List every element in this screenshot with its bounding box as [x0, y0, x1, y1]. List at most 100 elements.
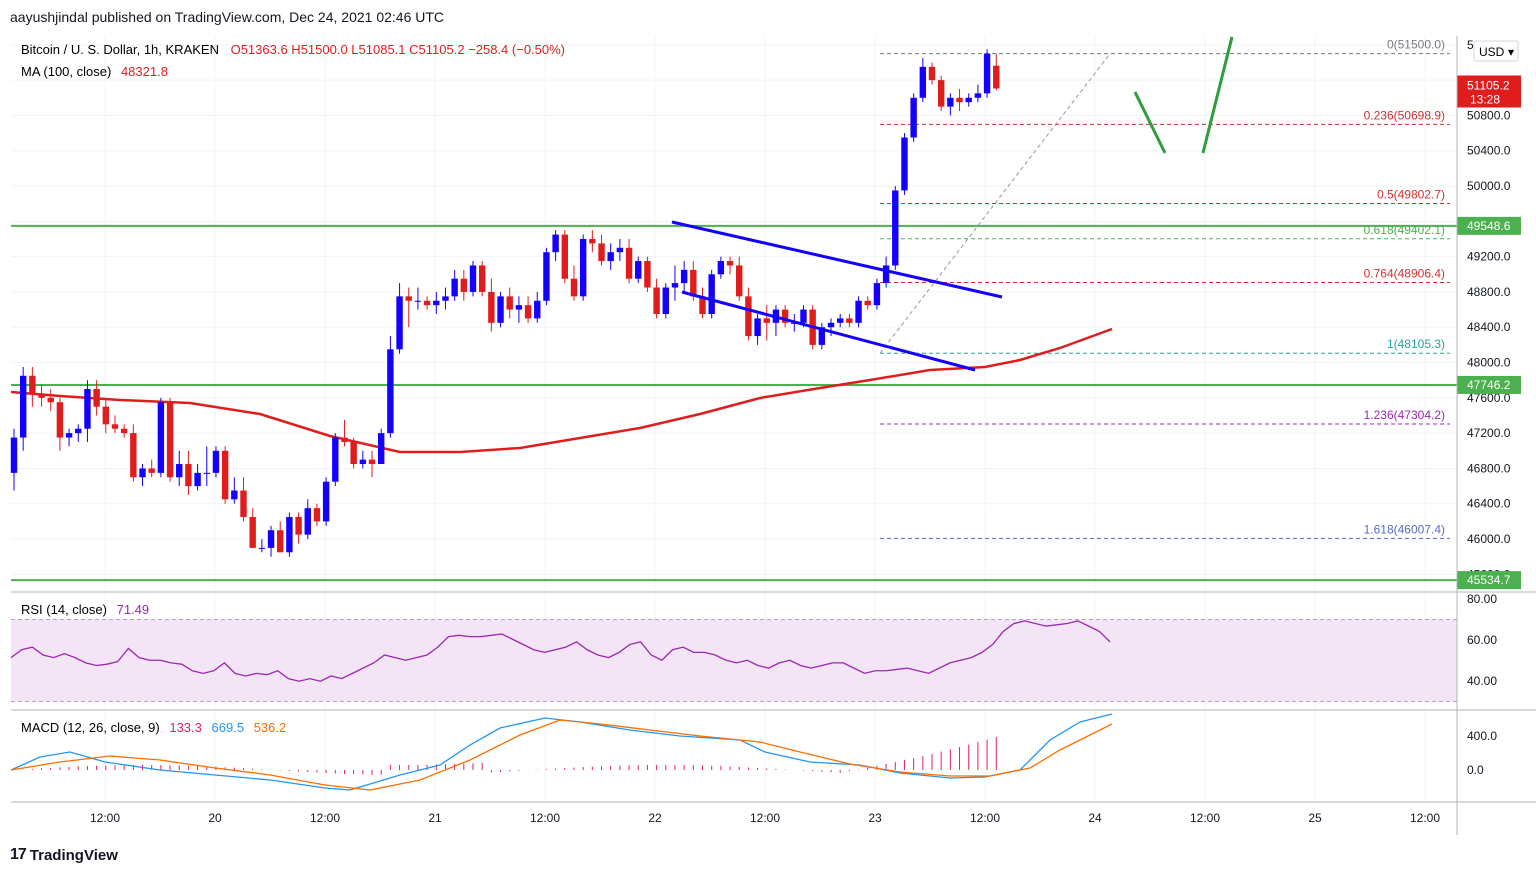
candle-body[interactable] — [892, 190, 899, 266]
candle-body[interactable] — [901, 137, 908, 191]
candle-body[interactable] — [993, 65, 1000, 89]
candle-body[interactable] — [102, 406, 109, 425]
candle-body[interactable] — [295, 516, 302, 535]
candle-body[interactable] — [497, 296, 504, 323]
channel-lower-line[interactable] — [681, 290, 976, 372]
candle-body[interactable] — [405, 296, 412, 301]
candle-body[interactable] — [433, 300, 440, 306]
channel-upper-line[interactable] — [671, 220, 1003, 299]
candle-body[interactable] — [56, 402, 64, 438]
candle-body[interactable] — [607, 252, 614, 262]
rsi-legend[interactable]: RSI (14, close) 71.49 — [21, 602, 149, 617]
candle-body[interactable] — [699, 296, 706, 314]
candle-body[interactable] — [359, 459, 367, 465]
candle-body[interactable] — [157, 402, 165, 473]
candle-body[interactable] — [644, 261, 651, 288]
candle-body[interactable] — [864, 300, 871, 306]
candle-body[interactable] — [350, 441, 357, 465]
candle-body[interactable] — [469, 265, 477, 292]
candle-body[interactable] — [166, 402, 174, 478]
candle-body[interactable] — [75, 428, 82, 434]
candle-body[interactable] — [460, 278, 468, 292]
candle-body[interactable] — [387, 349, 394, 434]
candle-body[interactable] — [378, 433, 385, 465]
candle-body[interactable] — [304, 508, 311, 535]
candle-body[interactable] — [231, 490, 238, 500]
ma100-line[interactable] — [10, 327, 1113, 454]
candle-body[interactable] — [589, 238, 596, 244]
candle-body[interactable] — [506, 296, 513, 310]
candle-body[interactable] — [726, 261, 734, 266]
candle-body[interactable] — [827, 322, 835, 328]
candle-body[interactable] — [148, 468, 155, 473]
footer-brand[interactable]: 17 TradingView — [10, 846, 118, 864]
candle-body[interactable] — [277, 530, 284, 553]
candle-body[interactable] — [956, 97, 963, 103]
candle-body[interactable] — [84, 389, 91, 429]
candle-body[interactable] — [120, 428, 128, 434]
candle-body[interactable] — [19, 375, 27, 438]
candle-body[interactable] — [671, 283, 679, 288]
candle-body[interactable] — [974, 93, 982, 98]
candle-body[interactable] — [616, 247, 624, 253]
candle-body[interactable] — [818, 327, 826, 345]
candle-body[interactable] — [690, 269, 697, 297]
candle-body[interactable] — [736, 265, 743, 297]
candle-body[interactable] — [38, 393, 45, 398]
candle-body[interactable] — [423, 300, 431, 306]
candle-body[interactable] — [763, 318, 770, 323]
candle-body[interactable] — [267, 530, 275, 548]
candle-body[interactable] — [488, 291, 495, 323]
candle-body[interactable] — [313, 508, 321, 522]
candle-body[interactable] — [717, 261, 725, 275]
candle-body[interactable] — [928, 66, 936, 81]
price-panel[interactable] — [11, 36, 1457, 592]
candle-body[interactable] — [29, 375, 36, 394]
candle-body[interactable] — [552, 234, 559, 253]
candle-body[interactable] — [570, 278, 578, 297]
candle-body[interactable] — [947, 97, 954, 107]
candle-body[interactable] — [451, 278, 458, 297]
macd-signal-line[interactable] — [10, 719, 1113, 791]
candle-body[interactable] — [249, 516, 256, 548]
candle-body[interactable] — [598, 243, 605, 262]
candle-body[interactable] — [130, 433, 137, 478]
symbol-legend[interactable]: Bitcoin / U. S. Dollar, 1h, KRAKEN O5136… — [21, 42, 565, 57]
candle-body[interactable] — [919, 66, 927, 98]
candle-body[interactable] — [937, 80, 945, 107]
candle-body[interactable] — [203, 472, 210, 474]
candle-body[interactable] — [579, 238, 587, 297]
candle-body[interactable] — [515, 305, 523, 310]
candle-body[interactable] — [139, 468, 146, 478]
candle-body[interactable] — [534, 300, 541, 319]
rsi-line[interactable] — [10, 620, 1111, 682]
candle-body[interactable] — [625, 247, 633, 279]
candle-body[interactable] — [882, 265, 890, 284]
candle-body[interactable] — [543, 252, 550, 301]
candle-body[interactable] — [258, 547, 266, 549]
ma-legend[interactable]: MA (100, close) 48321.8 — [21, 64, 168, 79]
candle-body[interactable] — [93, 389, 100, 407]
candle-body[interactable] — [965, 97, 972, 103]
candle-body[interactable] — [478, 265, 486, 292]
candle-body[interactable] — [781, 309, 789, 323]
candle-body[interactable] — [754, 318, 761, 337]
candle-body[interactable] — [286, 516, 293, 553]
candle-body[interactable] — [561, 234, 568, 279]
candle-body[interactable] — [635, 261, 642, 279]
candle-body[interactable] — [240, 490, 247, 517]
projection-down-line[interactable] — [1133, 91, 1167, 154]
candle-body[interactable] — [221, 450, 229, 500]
candle-body[interactable] — [680, 269, 688, 284]
currency-menu-icon[interactable]: ▾ — [1508, 45, 1514, 59]
candle-body[interactable] — [745, 296, 752, 337]
candle-body[interactable] — [837, 318, 844, 323]
candle-body[interactable] — [341, 437, 348, 442]
candle-body[interactable] — [47, 397, 54, 403]
candle-body[interactable] — [10, 437, 18, 473]
candle-body[interactable] — [368, 459, 376, 465]
candle-body[interactable] — [910, 97, 917, 138]
candle-body[interactable] — [855, 300, 862, 323]
currency-box[interactable] — [1473, 40, 1519, 62]
